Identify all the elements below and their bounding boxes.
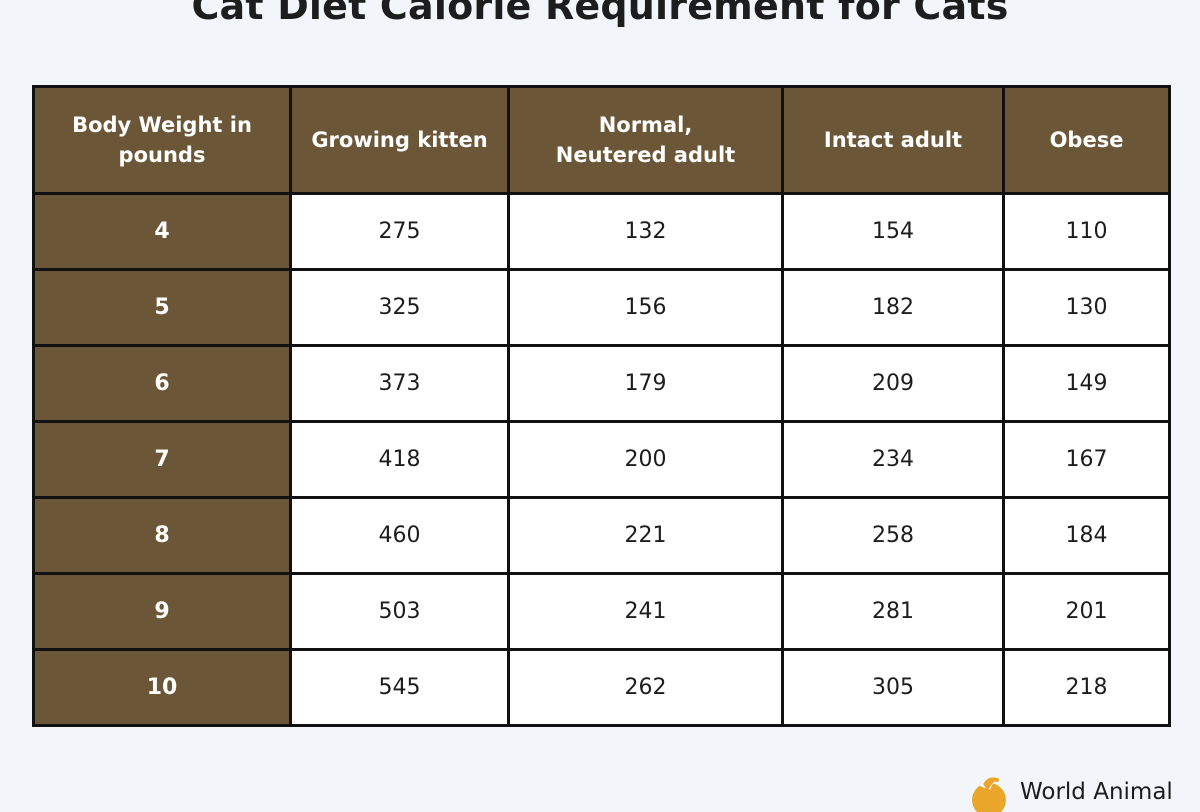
cell-intact-adult: 258 (781, 496, 1005, 575)
cell-weight: 6 (32, 344, 292, 423)
calorie-table: Body Weight in pounds Growing kitten Nor… (32, 85, 1171, 727)
table-header-row: Body Weight in pounds Growing kitten Nor… (32, 85, 1171, 195)
cell-neutered-adult: 221 (507, 496, 784, 575)
cell-intact-adult: 281 (781, 572, 1005, 651)
cell-obese: 149 (1002, 344, 1171, 423)
table-row: 9 503 241 281 201 (32, 572, 1171, 651)
table-body: 4 275 132 154 110 5 325 156 182 130 6 373 179 209 149 7… (32, 192, 1171, 727)
cell-obese: 130 (1002, 268, 1171, 347)
cell-intact-adult: 154 (781, 192, 1005, 271)
bird-logo-icon (972, 777, 1006, 812)
header-obese: Obese (1002, 85, 1171, 195)
page-title: Cat Diet Calorie Requirement for Cats (191, 0, 1009, 28)
header-body-weight: Body Weight in pounds (32, 85, 292, 195)
cell-growing-kitten: 545 (289, 648, 510, 727)
table-row: 7 418 200 234 167 (32, 420, 1171, 499)
table-row: 6 373 179 209 149 (32, 344, 1171, 423)
cell-intact-adult: 305 (781, 648, 1005, 727)
table-row: 10 545 262 305 218 (32, 648, 1171, 727)
cell-neutered-adult: 200 (507, 420, 784, 499)
cell-weight: 9 (32, 572, 292, 651)
cell-growing-kitten: 325 (289, 268, 510, 347)
cell-obese: 201 (1002, 572, 1171, 651)
table-row: 5 325 156 182 130 (32, 268, 1171, 347)
cell-growing-kitten: 503 (289, 572, 510, 651)
cell-weight: 5 (32, 268, 292, 347)
brand-name: World Animal (1020, 779, 1173, 805)
cell-obese: 167 (1002, 420, 1171, 499)
cell-neutered-adult: 179 (507, 344, 784, 423)
cell-obese: 110 (1002, 192, 1171, 271)
cell-growing-kitten: 460 (289, 496, 510, 575)
cell-obese: 218 (1002, 648, 1171, 727)
cell-weight: 8 (32, 496, 292, 575)
cell-neutered-adult: 156 (507, 268, 784, 347)
cell-weight: 4 (32, 192, 292, 271)
cell-neutered-adult: 132 (507, 192, 784, 271)
cell-growing-kitten: 418 (289, 420, 510, 499)
header-growing-kitten: Growing kitten (289, 85, 510, 195)
cell-neutered-adult: 262 (507, 648, 784, 727)
cell-intact-adult: 234 (781, 420, 1005, 499)
cell-growing-kitten: 373 (289, 344, 510, 423)
cell-intact-adult: 209 (781, 344, 1005, 423)
cell-weight: 10 (32, 648, 292, 727)
header-neutered-adult: Normal, Neutered adult (507, 85, 784, 195)
table-row: 8 460 221 258 184 (32, 496, 1171, 575)
cell-neutered-adult: 241 (507, 572, 784, 651)
cell-growing-kitten: 275 (289, 192, 510, 271)
cell-intact-adult: 182 (781, 268, 1005, 347)
cell-weight: 7 (32, 420, 292, 499)
brand-logo: World Animal (966, 772, 1173, 812)
header-intact-adult: Intact adult (781, 85, 1005, 195)
table-row: 4 275 132 154 110 (32, 192, 1171, 271)
cell-obese: 184 (1002, 496, 1171, 575)
